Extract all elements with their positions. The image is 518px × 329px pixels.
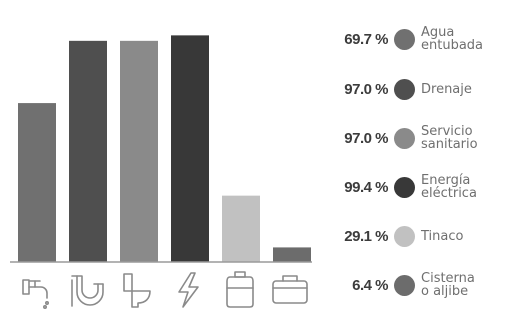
- legend: 69.7 % Agua entubada 97.0 % Drenaje 97.0 % Se…: [322, 0, 518, 329]
- bars-group: [18, 35, 311, 263]
- bar-4: [171, 35, 209, 263]
- legend-value: 29.1 %: [344, 227, 388, 245]
- drain-pipe-icon: [71, 275, 104, 307]
- bar-6: [273, 247, 311, 262]
- bar-1: [18, 103, 56, 262]
- legend-item: 69.7 % Agua entubada: [322, 19, 518, 59]
- legend-item: 6.4 % Cisterna o aljibe: [322, 265, 518, 305]
- cistern-icon: [272, 275, 308, 304]
- toilet-icon: [123, 273, 151, 308]
- water-tank-icon: [226, 271, 254, 308]
- legend-swatch: [394, 274, 415, 296]
- faucet-icon: [22, 279, 50, 310]
- legend-swatch: [394, 78, 415, 100]
- legend-value: 97.0 %: [344, 80, 388, 98]
- bar-5: [222, 195, 260, 262]
- legend-swatch: [394, 28, 415, 50]
- legend-value: 69.7 %: [344, 30, 388, 48]
- bar-chart: [10, 35, 312, 310]
- legend-swatch: [394, 176, 415, 198]
- legend-swatch: [394, 127, 415, 149]
- legend-value: 6.4 %: [352, 276, 388, 294]
- legend-label: Energía eléctrica: [421, 173, 477, 201]
- legend-label: Servicio sanitario: [421, 124, 478, 152]
- legend-value: 97.0 %: [344, 129, 388, 147]
- bar-3: [120, 40, 158, 263]
- bar-2: [69, 40, 107, 263]
- legend-item: 97.0 % Servicio sanitario: [322, 118, 518, 158]
- legend-item: 97.0 % Drenaje: [322, 69, 518, 109]
- legend-label: Agua entubada: [421, 25, 484, 53]
- legend-label: Tinaco: [421, 228, 464, 244]
- legend-item: 29.1 % Tinaco: [322, 216, 518, 256]
- legend-label: Cisterna o aljibe: [421, 271, 475, 299]
- lightning-icon: [178, 272, 199, 308]
- icons-row: [22, 271, 308, 310]
- legend-swatch: [394, 225, 415, 247]
- legend-value: 99.4 %: [344, 178, 388, 196]
- legend-item: 99.4 % Energía eléctrica: [322, 167, 518, 207]
- legend-label: Drenaje: [421, 81, 472, 97]
